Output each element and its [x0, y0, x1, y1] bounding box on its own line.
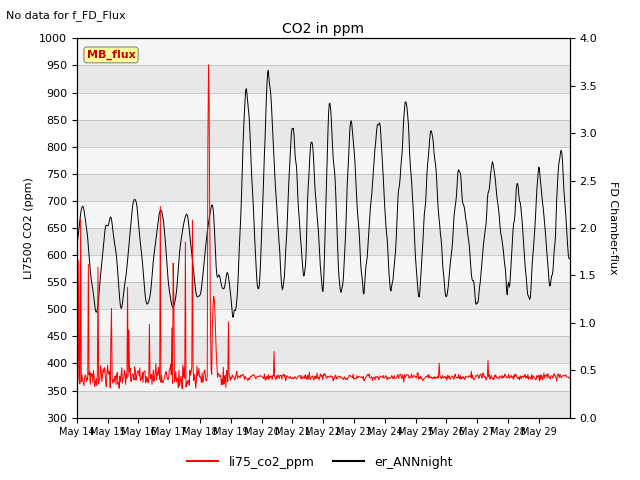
- Bar: [77, 174, 570, 201]
- Bar: [77, 363, 570, 391]
- Bar: [77, 147, 570, 174]
- Bar: [77, 336, 570, 363]
- Bar: [77, 282, 570, 309]
- Bar: [77, 391, 570, 418]
- Bar: [77, 228, 570, 255]
- Title: CO2 in ppm: CO2 in ppm: [282, 22, 364, 36]
- Text: MB_flux: MB_flux: [86, 50, 136, 60]
- Bar: [77, 201, 570, 228]
- Bar: [77, 255, 570, 282]
- Bar: [77, 93, 570, 120]
- Bar: [77, 65, 570, 93]
- Legend: li75_co2_ppm, er_ANNnight: li75_co2_ppm, er_ANNnight: [182, 451, 458, 474]
- Bar: [77, 309, 570, 336]
- Bar: [77, 38, 570, 65]
- Text: No data for f_FD_Flux: No data for f_FD_Flux: [6, 10, 126, 21]
- Y-axis label: FD Chamber-flux: FD Chamber-flux: [608, 181, 618, 275]
- Y-axis label: LI7500 CO2 (ppm): LI7500 CO2 (ppm): [24, 177, 33, 279]
- Bar: [77, 120, 570, 147]
